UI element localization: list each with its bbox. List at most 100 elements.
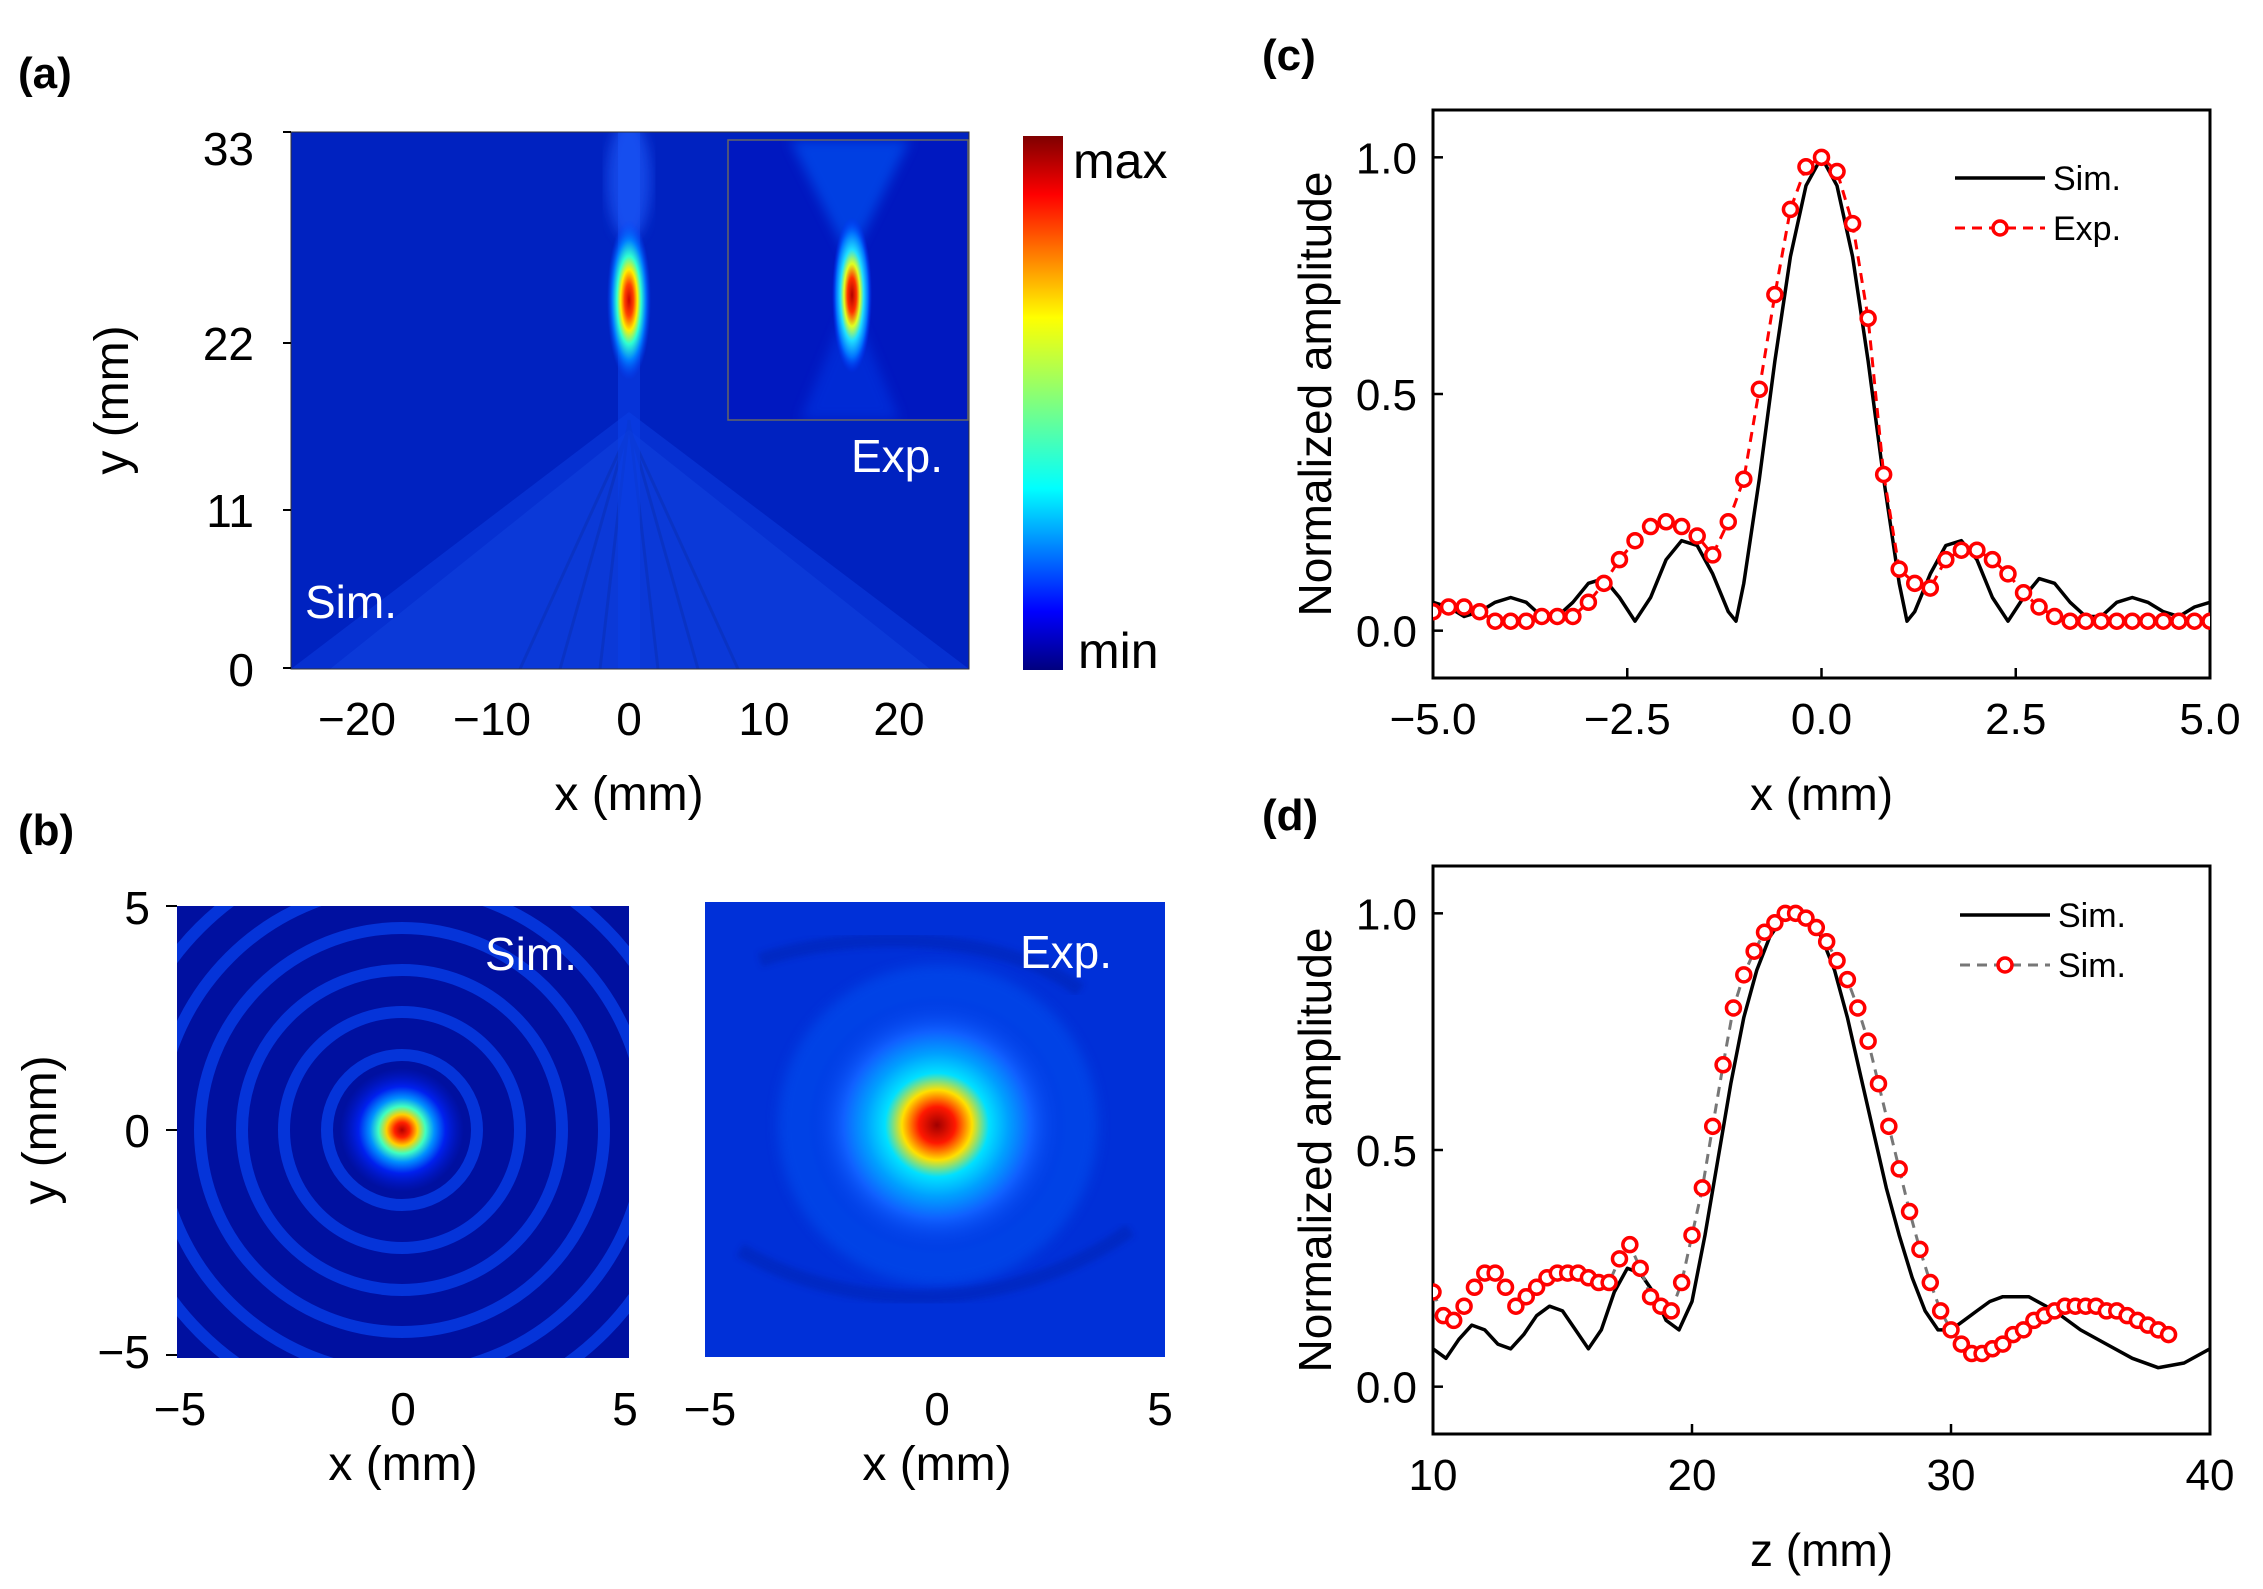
panel-a-ytick: 22 [203,318,254,370]
exp-data-point [1703,546,1722,564]
panel-a-ytick: 11 [206,485,254,537]
panel-a-label: (a) [18,49,72,98]
x-axis-label: x (mm) [1750,768,1893,820]
colorbar [1023,136,1063,670]
exp-data-point [1968,541,1986,559]
exp-data-point [1921,1273,1940,1292]
colorbar-max-label: max [1073,133,1167,189]
panel-b-y-ticks: 5 0 −5 [98,882,177,1378]
exp-data-point [1688,527,1706,545]
x-tick-label: 0.0 [1791,695,1852,744]
panel-b-xtick: −5 [684,1383,736,1435]
exp-data-point [1631,1259,1649,1278]
y-tick-label: 0.5 [1356,1127,1417,1176]
panel-b-sim-xlabel: x (mm) [328,1438,477,1491]
panel-d-label: (d) [1262,791,1318,840]
legend-exp-label: Sim. [2058,947,2126,985]
x-tick-label: 10 [1409,1451,1458,1500]
panel-b-exp-heatmap [705,902,1165,1357]
panel-c-label: (c) [1262,31,1316,80]
exp-data-point [1641,517,1660,536]
panel-a-exp-label: Exp. [851,430,943,482]
exp-data-point [1548,607,1567,626]
exp-data-point [1496,1278,1515,1297]
exp-data-point [1766,285,1784,304]
exp-data-point [1724,999,1743,1017]
exp-data-point [1797,158,1815,176]
panel-b-x-ticks-sim: −5 0 5 [154,1383,638,1435]
exp-data-point [1766,914,1784,932]
exp-data-point [1486,1264,1504,1282]
exp-data-point [1755,923,1774,942]
x-tick-label: −2.5 [1584,695,1671,744]
exp-data-point [1817,932,1836,951]
y-tick-label: 0.0 [1356,608,1417,657]
exp-data-point [1952,541,1971,559]
exp-data-point [1595,574,1613,593]
panel-b-x-ticks-exp: −5 0 5 [684,1383,1173,1435]
x-tick-label: 2.5 [1985,695,2046,744]
x-tick-label: 20 [1668,1451,1717,1500]
y-tick-label: 0.0 [1356,1364,1417,1413]
exp-data-point [1905,574,1924,593]
panel-b-label: (b) [18,806,74,855]
exp-data-point [2076,612,2095,630]
exp-data-point [1517,1287,1535,1306]
exp-data-point [1455,598,1473,616]
exp-data-point [1626,531,1644,550]
exp-data-point [1610,550,1629,569]
panel-a-sim-label: Sim. [305,576,397,628]
exp-data-point [1812,148,1831,167]
exp-data-point [1579,593,1598,612]
exp-data-point [2154,612,2173,630]
exp-data-point [1781,200,1800,219]
exp-data-point [1983,550,2002,569]
x-tick-label: 40 [2186,1451,2235,1500]
exp-data-point [1921,579,1940,597]
legend-exp-label: Exp. [2053,210,2121,248]
exp-data-point [2030,598,2048,616]
panel-b-exp-xlabel: x (mm) [862,1438,1011,1491]
legend-exp-marker [1991,219,2009,237]
y-tick-label: 1.0 [1356,134,1417,183]
exp-data-point [1994,1335,2012,1353]
panel-b-xtick: −5 [154,1383,206,1435]
panel-b-sim-label: Sim. [485,928,577,980]
exp-data-point [2045,607,2064,626]
legend-sim-label: Sim. [2053,160,2121,198]
exp-data-point [1672,517,1691,536]
panel-a: (a) Exp. Sim. 33 22 [18,49,1167,821]
exp-data-point [2201,612,2210,630]
panel-b-xtick: 0 [924,1383,950,1435]
panel-a-y-ticks: 33 22 11 0 [203,123,291,696]
exp-data-point [1444,1311,1463,1330]
exp-data-point [2014,584,2033,602]
panel-a-xtick: −20 [318,693,396,745]
exp-data-point [1859,1032,1877,1050]
exp-data-point [1433,602,1442,621]
panel-b-exp-label: Exp. [1020,926,1112,978]
exp-data-point [1931,1302,1950,1320]
panel-a-xtick: 10 [738,693,789,745]
exp-data-point [1859,309,1877,328]
panel-a-xtick: 20 [873,693,924,745]
exp-data-point [1610,1250,1629,1268]
exp-data-point [1621,1235,1639,1254]
exp-data-point [1828,162,1846,181]
exp-data-point [1641,1287,1660,1306]
exp-data-point [1880,1117,1898,1136]
panel-a-x-ticks: −20 −10 0 10 20 [318,693,925,745]
exp-data-point [1843,214,1862,233]
panel-b-ytick: 0 [124,1105,150,1157]
panel-c: (c) 0.0 0.5 1.0 −5.0 −2.5 0.0 2.5 5.0 x (mm) Norm… [1262,31,2241,820]
panel-a-ytick: 0 [228,644,254,696]
exp-data-point [1807,918,1826,937]
exp-data-point [1952,1335,1971,1353]
exp-data-point [2123,612,2142,630]
exp-data-point [1719,513,1738,531]
legend-sim-label: Sim. [2058,897,2126,935]
exp-data-point [1527,1278,1546,1297]
y-tick-label: 1.0 [1356,890,1417,939]
panel-a-xlabel: x (mm) [554,768,703,821]
